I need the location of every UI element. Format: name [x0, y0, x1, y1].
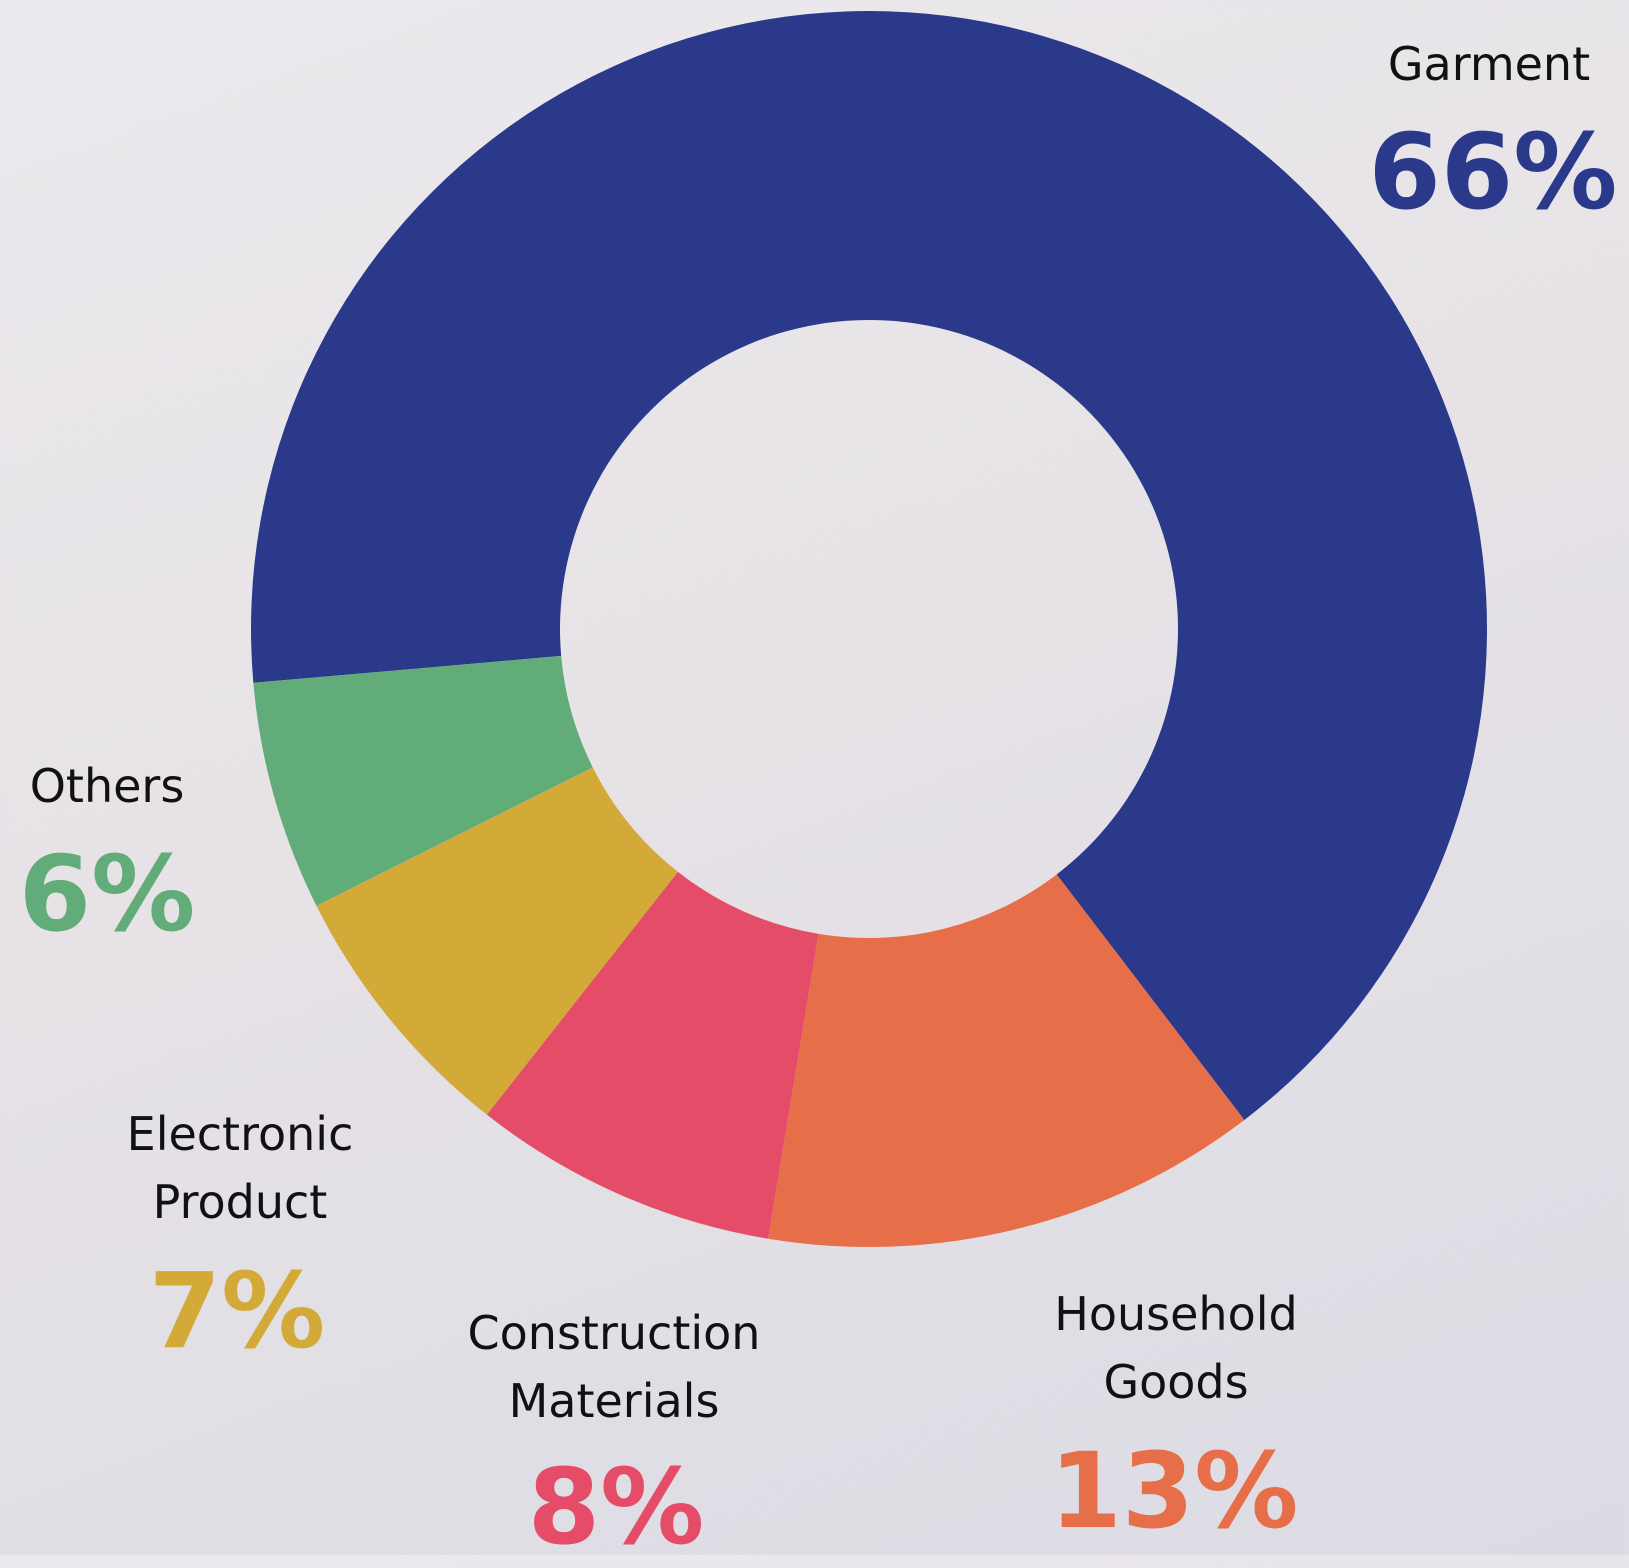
value-label: 7%	[148, 1250, 326, 1372]
value-label: 6%	[18, 833, 196, 955]
donut-slice	[316, 767, 678, 1115]
donut-slice	[250, 10, 1487, 1120]
category-label: Others	[29, 759, 185, 813]
value-label: 13%	[1049, 1430, 1299, 1552]
category-label: Construction Materials	[467, 1306, 761, 1428]
donut-slice	[486, 871, 819, 1239]
donut-slice	[768, 874, 1245, 1247]
value-label: 66%	[1368, 111, 1618, 233]
category-label: Electronic Product	[126, 1107, 354, 1229]
donut-slice	[253, 655, 593, 906]
value-label: 8%	[527, 1446, 705, 1568]
category-label: Garment	[1387, 37, 1591, 91]
category-label: Household Goods	[1054, 1287, 1298, 1409]
